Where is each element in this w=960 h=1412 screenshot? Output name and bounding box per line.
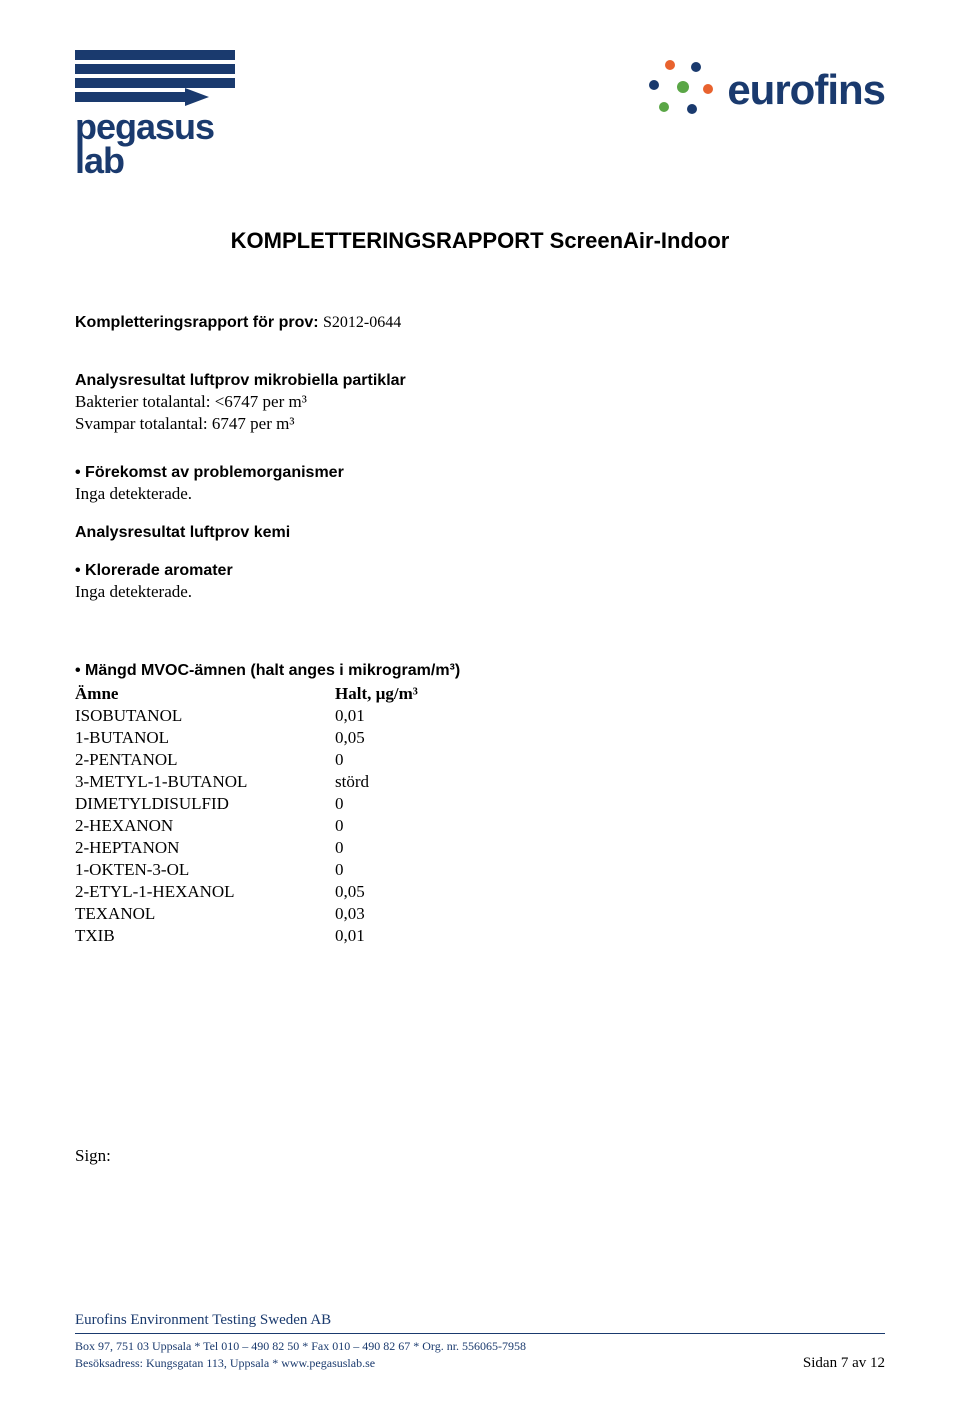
pegasus-bars-icon [75, 50, 235, 102]
footer-address-line1: Box 97, 751 03 Uppsala * Tel 010 – 490 8… [75, 1338, 885, 1355]
mvoc-substance: 3-METYL-1-BUTANOL [75, 772, 335, 792]
problem-organisms-heading: • Förekomst av problemorganismer [75, 464, 885, 482]
mvoc-value: 0 [335, 860, 885, 880]
mvoc-col-concentration: Halt, µg/m³ [335, 684, 885, 704]
mvoc-value: 0,05 [335, 882, 885, 902]
chlorinated-text: Inga detekterade. [75, 582, 885, 602]
mvoc-col-substance: Ämne [75, 684, 335, 704]
mvoc-substance: 2-ETYL-1-HEXANOL [75, 882, 335, 902]
pegasus-logo-text2: lab [75, 144, 124, 178]
mvoc-value: 0 [335, 794, 885, 814]
microbial-heading: Analysresultat luftprov mikrobiella part… [75, 372, 885, 390]
mvoc-substance: 2-HEXANON [75, 816, 335, 836]
mvoc-value: 0,05 [335, 728, 885, 748]
mvoc-substance: 2-HEPTANON [75, 838, 335, 858]
chemistry-heading: Analysresultat luftprov kemi [75, 524, 885, 542]
mvoc-substance: 1-OKTEN-3-OL [75, 860, 335, 880]
problem-organisms-text: Inga detekterade. [75, 484, 885, 504]
document-body: KOMPLETTERINGSRAPPORT ScreenAir-Indoor K… [75, 228, 885, 1166]
mvoc-value: 0 [335, 838, 885, 858]
eurofins-dot [703, 84, 713, 94]
header-logos: pegasus lab eurofins [75, 50, 885, 178]
mvoc-substance: DIMETYLDISULFID [75, 794, 335, 814]
pegasus-logo-text1: pegasus [75, 110, 214, 144]
mvoc-value: 0,01 [335, 706, 885, 726]
mvoc-value: 0,01 [335, 926, 885, 946]
microbial-line-1: Bakterier totalantal: <6747 per m³ [75, 392, 885, 412]
eurofins-dot [649, 80, 659, 90]
mvoc-value: 0 [335, 750, 885, 770]
eurofins-dot [691, 62, 701, 72]
footer-company: Eurofins Environment Testing Sweden AB [75, 1312, 885, 1329]
mvoc-substance: 1-BUTANOL [75, 728, 335, 748]
eurofins-dot [687, 104, 697, 114]
chlorinated-heading: • Klorerade aromater [75, 562, 885, 580]
report-title: KOMPLETTERINGSRAPPORT ScreenAir-Indoor [75, 228, 885, 254]
mvoc-heading: • Mängd MVOC-ämnen (halt anges i mikrogr… [75, 662, 885, 680]
page-footer: Eurofins Environment Testing Sweden AB B… [75, 1312, 885, 1372]
page-number: Sidan 7 av 12 [803, 1355, 885, 1372]
footer-divider [75, 1333, 885, 1334]
sample-id-value: S2012-0644 [323, 314, 401, 331]
eurofins-dot [677, 81, 689, 93]
eurofins-dots-icon [645, 60, 715, 120]
eurofins-dot [665, 60, 675, 70]
eurofins-logo-text: eurofins [727, 66, 885, 114]
eurofins-dot [659, 102, 669, 112]
eurofins-logo: eurofins [645, 60, 885, 120]
mvoc-value: 0,03 [335, 904, 885, 924]
mvoc-substance: 2-PENTANOL [75, 750, 335, 770]
microbial-line-2: Svampar totalantal: 6747 per m³ [75, 414, 885, 434]
mvoc-value: 0 [335, 816, 885, 836]
signature-label: Sign: [75, 1146, 885, 1166]
mvoc-value: störd [335, 772, 885, 792]
mvoc-substance: TEXANOL [75, 904, 335, 924]
sample-id-line: Kompletteringsrapport för prov: S2012-06… [75, 314, 885, 332]
footer-address-line2: Besöksadress: Kungsgatan 113, Uppsala * … [75, 1355, 885, 1372]
mvoc-substance: TXIB [75, 926, 335, 946]
mvoc-substance: ISOBUTANOL [75, 706, 335, 726]
pegasus-lab-logo: pegasus lab [75, 50, 235, 178]
sample-id-label: Kompletteringsrapport för prov: [75, 314, 319, 331]
mvoc-table: Ämne Halt, µg/m³ ISOBUTANOL0,011-BUTANOL… [75, 684, 885, 946]
